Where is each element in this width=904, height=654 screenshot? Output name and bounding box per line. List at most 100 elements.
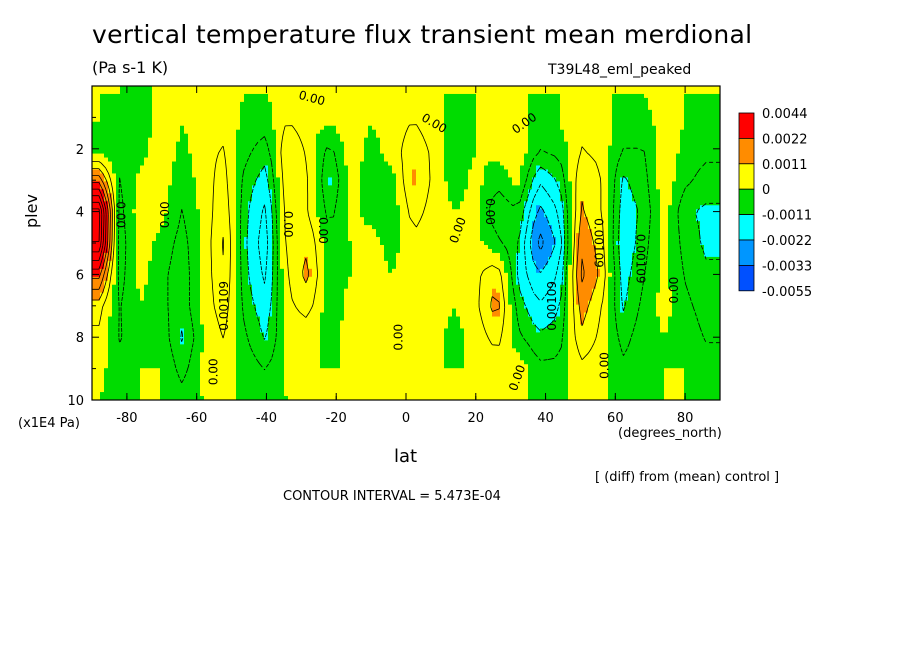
field-cell — [248, 157, 253, 163]
field-cell — [132, 316, 137, 322]
field-cell — [120, 364, 125, 369]
field-cell — [300, 396, 305, 400]
field-cell — [220, 328, 225, 334]
field-cell — [124, 272, 129, 278]
field-cell — [208, 201, 213, 206]
field-cell — [176, 256, 181, 262]
field-cell — [296, 324, 301, 330]
field-cell — [332, 173, 337, 179]
field-cell — [184, 93, 189, 99]
field-cell — [132, 320, 137, 326]
field-cell — [116, 324, 121, 330]
field-cell — [144, 256, 149, 262]
field-cell — [312, 225, 317, 230]
field-cell — [188, 86, 193, 91]
field-cell — [148, 396, 153, 400]
field-cell — [96, 304, 101, 310]
field-cell — [276, 340, 281, 345]
field-cell — [184, 328, 189, 334]
field-cell — [188, 376, 193, 381]
field-cell — [156, 316, 161, 322]
field-cell — [152, 336, 157, 341]
field-cell — [136, 117, 141, 123]
field-cell — [148, 213, 153, 218]
field-cell — [180, 348, 185, 353]
field-cell — [192, 288, 197, 294]
field-cell — [304, 336, 309, 341]
field-cell — [220, 209, 225, 214]
field-cell — [220, 185, 225, 190]
field-cell — [180, 213, 185, 218]
field-cell — [264, 241, 269, 246]
field-cell — [100, 213, 105, 218]
field-cell — [244, 344, 249, 349]
field-cell — [160, 280, 165, 286]
field-cell — [144, 312, 149, 318]
field-cell — [188, 197, 193, 202]
field-cell — [288, 173, 293, 179]
field-cell — [328, 86, 333, 91]
field-cell — [100, 129, 105, 135]
field-cell — [324, 288, 329, 294]
field-cell — [236, 380, 241, 385]
field-cell — [292, 376, 297, 381]
field-cell — [176, 252, 181, 258]
field-cell — [280, 324, 285, 330]
field-cell — [204, 316, 209, 322]
field-cell — [200, 125, 205, 131]
field-cell — [180, 117, 185, 123]
field-cell — [96, 316, 101, 322]
field-cell — [264, 368, 269, 373]
field-cell — [104, 133, 109, 139]
field-cell — [212, 157, 217, 163]
field-cell — [116, 161, 121, 167]
field-cell — [292, 252, 297, 258]
field-cell — [320, 312, 325, 318]
field-cell — [104, 165, 109, 171]
field-cell — [328, 328, 333, 334]
field-cell — [312, 181, 317, 186]
field-cell — [220, 252, 225, 258]
field-cell — [272, 260, 277, 266]
field-cell — [100, 101, 105, 107]
field-cell — [104, 109, 109, 115]
field-cell — [300, 332, 305, 337]
field-cell — [200, 260, 205, 266]
field-cell — [284, 316, 289, 322]
field-cell — [288, 360, 293, 365]
field-cell — [288, 272, 293, 278]
field-cell — [164, 264, 169, 270]
field-cell — [316, 117, 321, 123]
field-cell — [244, 149, 249, 155]
field-cell — [228, 332, 233, 337]
field-cell — [340, 129, 345, 135]
field-cell — [188, 233, 193, 238]
field-cell — [216, 145, 221, 151]
field-cell — [188, 272, 193, 278]
field-cell — [240, 169, 245, 175]
field-cell — [252, 109, 257, 115]
field-cell — [224, 221, 229, 226]
field-cell — [192, 264, 197, 270]
field-cell — [244, 324, 249, 330]
field-cell — [104, 93, 109, 99]
field-cell — [100, 344, 105, 349]
field-cell — [264, 157, 269, 163]
field-cell — [208, 225, 213, 230]
field-cell — [336, 324, 341, 330]
field-cell — [252, 229, 257, 234]
field-cell — [204, 97, 209, 103]
field-cell — [284, 268, 289, 274]
field-cell — [108, 304, 113, 310]
field-cell — [260, 93, 265, 99]
field-cell — [232, 145, 237, 151]
field-cell — [124, 153, 129, 159]
field-cell — [140, 225, 145, 230]
field-cell — [236, 384, 241, 389]
field-cell — [112, 93, 117, 99]
field-cell — [264, 161, 269, 167]
field-cell — [232, 233, 237, 238]
field-cell — [128, 137, 133, 143]
field-cell — [244, 364, 249, 369]
field-cell — [324, 109, 329, 115]
